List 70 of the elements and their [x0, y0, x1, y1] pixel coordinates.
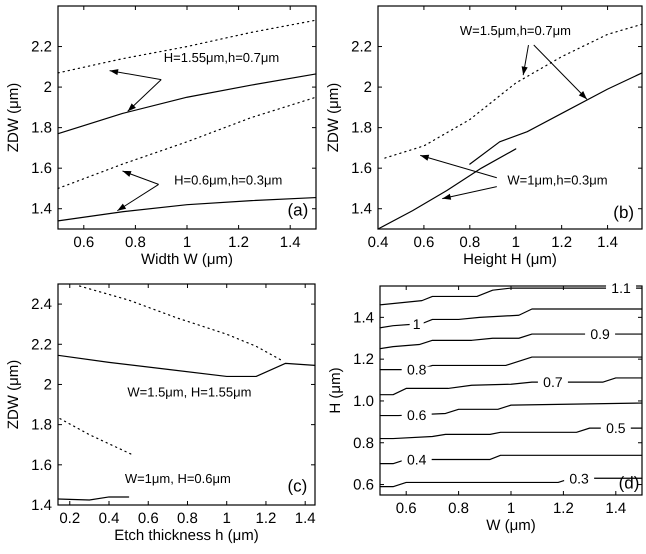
- x-tick-label: 0.6: [413, 234, 434, 251]
- y-axis-title: ZDW (μm): [5, 360, 22, 430]
- x-tick-label: 0.8: [177, 510, 198, 527]
- y-tick-label: 2: [44, 376, 52, 394]
- x-tick-label: 0.6: [396, 500, 417, 517]
- y-tick-label: 2.4: [31, 296, 52, 314]
- annotation: H=0.6μm,h=0.3μm: [174, 172, 282, 188]
- series-label: 0.7: [543, 374, 563, 390]
- x-tick-label: 1.2: [552, 500, 574, 517]
- y-axis-title: ZDW (μm): [325, 82, 342, 152]
- y-axis-title: H (μm): [327, 367, 344, 414]
- y-tick-label: 2: [44, 79, 52, 96]
- y-tick-label: 1.0: [353, 392, 374, 410]
- y-tick-label: 1.6: [351, 160, 372, 178]
- x-tick-label: 1.2: [256, 510, 276, 527]
- annotation: (d): [618, 474, 640, 493]
- annotation: (b): [613, 202, 634, 222]
- x-tick-label: 1.4: [280, 234, 301, 251]
- annotation: W=1.5μm,h=0.7μm: [460, 22, 571, 38]
- x-tick-label: 1.4: [294, 510, 316, 527]
- y-tick-label: 1.2: [353, 351, 374, 368]
- y-tick-label: 0.8: [353, 434, 374, 452]
- y-tick-label: 2.2: [351, 38, 372, 56]
- x-tick-label: 0.6: [138, 510, 159, 527]
- annotation: (a): [287, 200, 308, 220]
- x-tick-label: 1.2: [551, 234, 572, 251]
- x-tick-label: 0.6: [73, 234, 94, 251]
- annotation: W=1μm, H=0.6μm: [124, 470, 231, 486]
- series-label: 0.6: [406, 406, 427, 423]
- y-tick-label: 0.6: [353, 476, 374, 494]
- annotation: H=1.55μm,h=0.7μm: [164, 50, 280, 65]
- annotation: W=1μm,h=0.3μm: [507, 172, 608, 188]
- series-label: 1.1: [611, 280, 631, 296]
- series-label: 0.3: [569, 470, 590, 486]
- y-tick-label: 1.6: [31, 456, 52, 474]
- x-axis-title: Etch thickness h (μm): [114, 527, 259, 544]
- annotation: W=1.5μm, H=1.55μm: [127, 384, 252, 400]
- y-tick-label: 1.4: [353, 309, 374, 326]
- x-tick-label: 1: [506, 500, 516, 517]
- x-tick-label: 0.2: [59, 510, 80, 527]
- x-axis-title: Width W (μm): [141, 251, 233, 268]
- series-label: 1: [412, 316, 421, 332]
- y-tick-label: 1.8: [31, 120, 52, 137]
- series-label: 0.9: [590, 326, 610, 342]
- x-tick-label: 0.4: [98, 510, 120, 527]
- series-label: 0.5: [606, 420, 626, 436]
- y-tick-label: 1.4: [351, 200, 372, 218]
- annotation: (c): [287, 476, 308, 496]
- x-tick-label: 1.4: [597, 234, 618, 251]
- y-axis-title: ZDW (μm): [5, 82, 22, 152]
- x-axis-title: W (μm): [486, 517, 536, 534]
- x-tick-label: 1: [222, 510, 231, 527]
- x-tick-label: 0.8: [124, 234, 146, 251]
- x-tick-label: 0.8: [459, 234, 480, 251]
- y-tick-label: 2: [364, 79, 372, 96]
- x-tick-label: 1.2: [228, 234, 250, 251]
- y-tick-label: 1.8: [351, 120, 372, 137]
- x-tick-label: 1: [182, 234, 192, 251]
- series-label: 0.4: [406, 451, 427, 468]
- x-tick-label: 1: [512, 234, 520, 251]
- x-tick-label: 1.4: [605, 500, 626, 517]
- y-tick-label: 1.8: [31, 416, 52, 434]
- y-tick-label: 1.4: [31, 200, 52, 218]
- y-tick-label: 2.2: [31, 38, 52, 56]
- y-tick-label: 1.6: [31, 160, 52, 178]
- x-tick-label: 0.4: [368, 234, 388, 251]
- x-tick-label: 0.8: [448, 500, 470, 517]
- x-axis-title: Height H (μm): [463, 251, 557, 268]
- series-label: 0.8: [406, 362, 427, 378]
- y-tick-label: 2.2: [31, 336, 52, 354]
